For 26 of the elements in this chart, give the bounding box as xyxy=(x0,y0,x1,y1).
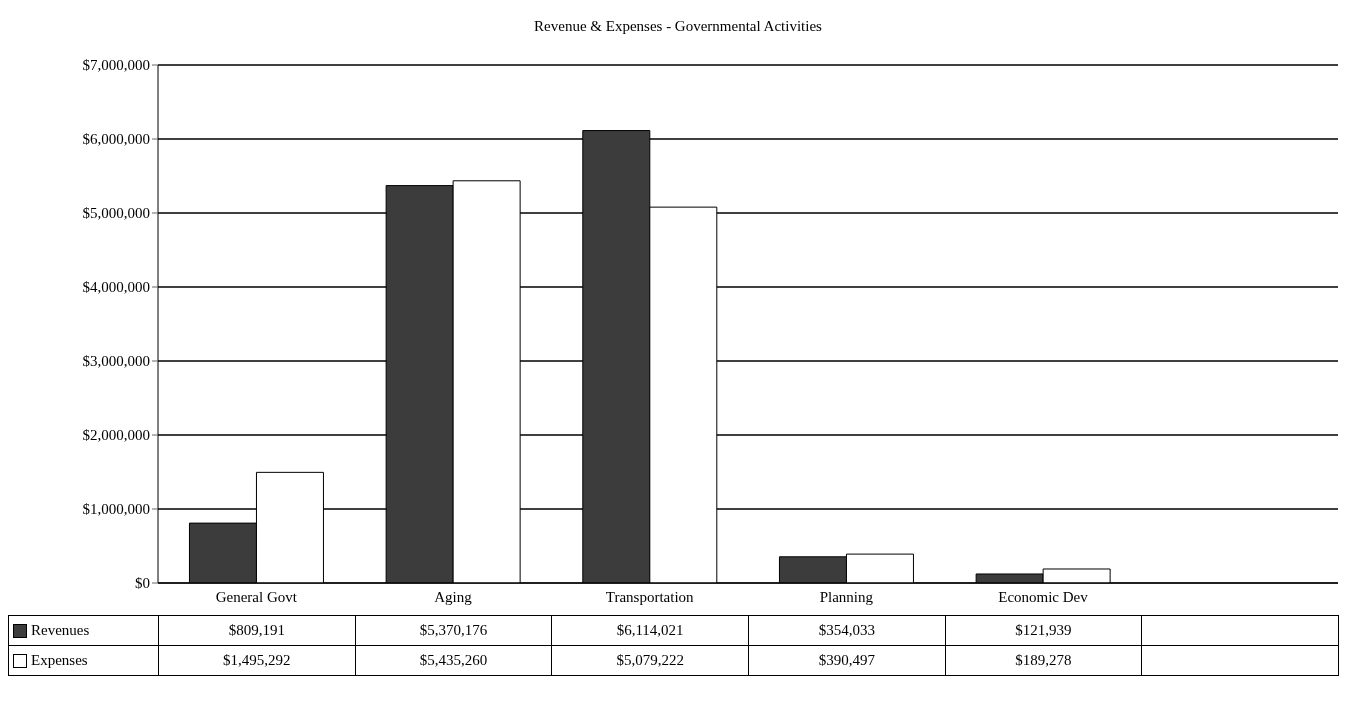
x-tick-label: Planning xyxy=(819,588,874,605)
x-tick-label: Transportation xyxy=(605,588,695,605)
y-tick-label: $2,000,000 xyxy=(82,427,150,444)
data-label: $189,278 xyxy=(945,645,1142,676)
data-label: $1,495,292 xyxy=(158,645,356,676)
data-label: $354,033 xyxy=(748,615,946,646)
x-tick-label: General Govt xyxy=(215,588,298,605)
data-label: $5,370,176 xyxy=(355,615,552,646)
data-label: $809,191 xyxy=(158,615,356,646)
y-tick-label: $7,000,000 xyxy=(82,57,150,74)
data-label: $121,939 xyxy=(945,615,1142,646)
data-label: $390,497 xyxy=(748,645,946,676)
y-tick-label: $3,000,000 xyxy=(82,353,150,370)
y-tick-label: $6,000,000 xyxy=(82,131,150,148)
legend-label: Revenues xyxy=(31,622,90,639)
chart-title: Revenue & Expenses - Governmental Activities xyxy=(533,17,823,36)
x-tick-label: Economic Dev xyxy=(998,588,1089,605)
data-label: $6,114,021 xyxy=(551,615,749,646)
y-tick-label: $4,000,000 xyxy=(82,279,150,296)
y-tick-label: $5,000,000 xyxy=(82,205,150,222)
y-tick-label: $1,000,000 xyxy=(82,501,150,518)
data-label: $5,435,260 xyxy=(355,645,552,676)
x-tick-label: Aging xyxy=(434,588,473,605)
data-label: $5,079,222 xyxy=(551,645,749,676)
y-tick-label: $0 xyxy=(135,575,150,592)
legend-label: Expenses xyxy=(31,652,88,669)
